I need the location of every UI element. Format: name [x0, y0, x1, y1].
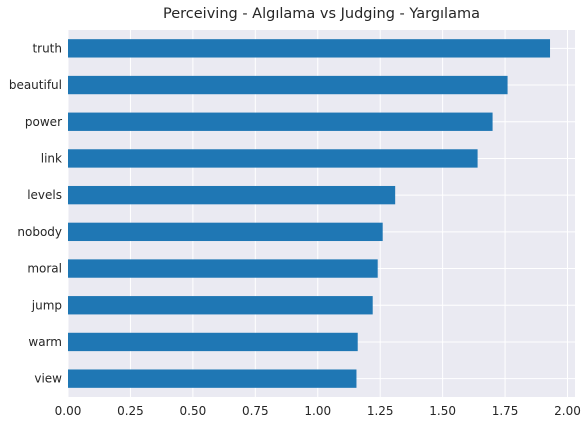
y-tick-label: power [25, 115, 62, 129]
x-tick-label: 2.00 [554, 404, 581, 418]
y-tick-label: truth [32, 41, 62, 55]
x-tick-label: 0.25 [117, 404, 144, 418]
y-tick-label: beautiful [9, 78, 62, 92]
y-tick-label: view [34, 372, 62, 386]
y-tick-label: levels [27, 188, 62, 202]
x-tick-label: 1.75 [492, 404, 519, 418]
x-tick-label: 0.50 [180, 404, 207, 418]
y-tick-label: link [41, 151, 62, 165]
bar-jump [68, 296, 373, 315]
x-tick-labels: 0.00 0.25 0.50 0.75 1.00 1.25 1.50 1.75 2.00 [55, 404, 581, 418]
y-tick-label: moral [27, 262, 62, 276]
bar-link [68, 149, 478, 168]
x-tick-label: 1.00 [304, 404, 331, 418]
bar-moral [68, 259, 378, 278]
bars [68, 39, 551, 388]
x-tick-label: 1.25 [367, 404, 394, 418]
bar-warm [68, 332, 358, 352]
bar-view [68, 369, 357, 388]
x-tick-label: 1.50 [429, 404, 456, 418]
y-tick-label: jump [31, 298, 62, 312]
y-tick-labels: truth beautiful power link levels nobody moral… [9, 41, 62, 385]
x-tick-label: 0.00 [55, 404, 82, 418]
bar-truth [68, 39, 551, 58]
bar-levels [68, 185, 396, 205]
chart-title: Perceiving - Algılama vs Judging - Yargı… [163, 6, 480, 22]
x-tick-label: 0.75 [242, 404, 269, 418]
bar-nobody [68, 222, 383, 242]
y-tick-label: nobody [17, 225, 62, 239]
bar-power [68, 112, 493, 131]
y-tick-label: warm [28, 335, 62, 349]
bar-beautiful [68, 75, 508, 95]
